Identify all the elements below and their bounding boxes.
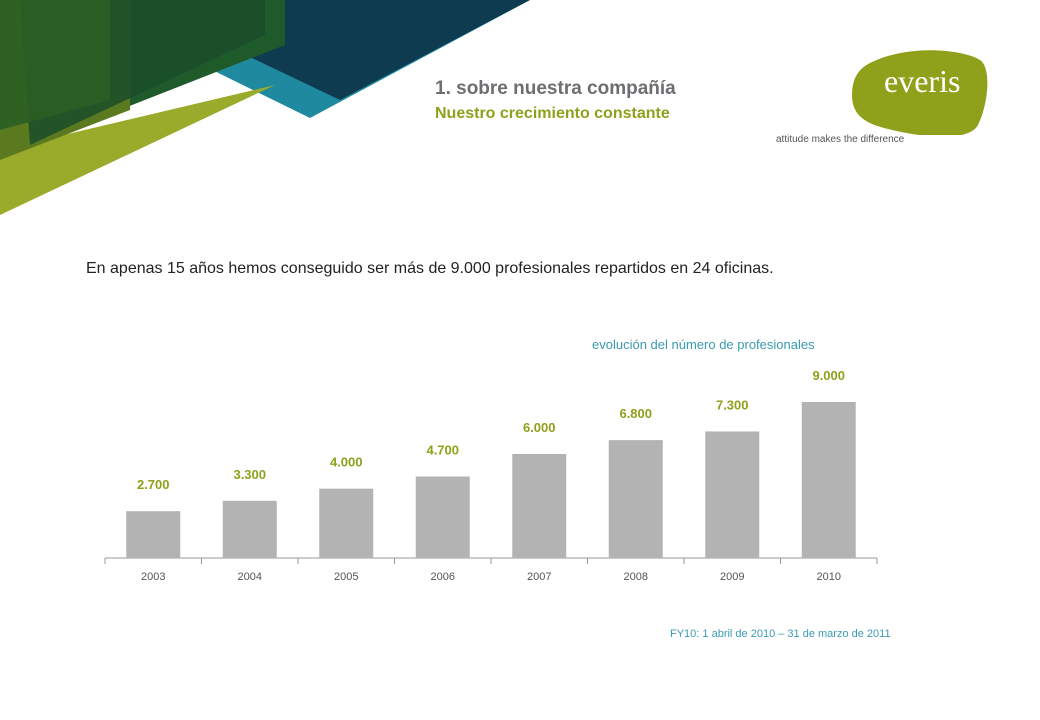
logo-tagline: attitude makes the difference (776, 134, 905, 145)
x-tick-label-2004: 2004 (238, 571, 262, 583)
x-tick-label-2008: 2008 (624, 571, 648, 583)
decorative-banner (0, 0, 530, 215)
value-label-2006: 4.700 (426, 443, 459, 458)
logo-blob (852, 50, 988, 135)
page-subtitle: Nuestro crecimiento constante (435, 105, 670, 122)
x-tick-label-2009: 2009 (720, 571, 744, 583)
value-label-2009: 7.300 (716, 397, 749, 412)
bar-2008 (608, 440, 663, 558)
x-tick-label-2005: 2005 (334, 571, 358, 583)
bar-2006 (415, 476, 470, 558)
x-tick-label-2003: 2003 (141, 571, 165, 583)
banner-lime (0, 85, 275, 215)
x-tick-label-2010: 2010 (817, 571, 841, 583)
value-label-2007: 6.000 (523, 420, 556, 435)
page-title: 1. sobre nuestra compañía (435, 78, 676, 99)
bar-2007 (512, 454, 567, 558)
x-tick-label-2006: 2006 (431, 571, 455, 583)
bar-2010 (801, 402, 856, 558)
chart-title: evolución del número de profesionales (592, 337, 815, 352)
bar-2005 (319, 488, 374, 558)
footnote: FY10: 1 abril de 2010 – 31 de marzo de 2… (670, 628, 891, 640)
x-tick-label-2007: 2007 (527, 571, 551, 583)
banner-forest (0, 0, 110, 130)
everis-logo: everis (852, 50, 988, 135)
value-label-2004: 3.300 (233, 467, 266, 482)
value-label-2005: 4.000 (330, 455, 363, 470)
value-label-2003: 2.700 (137, 477, 170, 492)
intro-text: En apenas 15 años hemos conseguido ser m… (86, 260, 774, 277)
value-label-2010: 9.000 (812, 368, 845, 383)
logo-wordmark: everis (884, 63, 960, 99)
bar-2003 (126, 511, 181, 558)
bar-2004 (222, 500, 277, 558)
bar-2009 (705, 431, 760, 558)
value-label-2008: 6.800 (619, 406, 652, 421)
